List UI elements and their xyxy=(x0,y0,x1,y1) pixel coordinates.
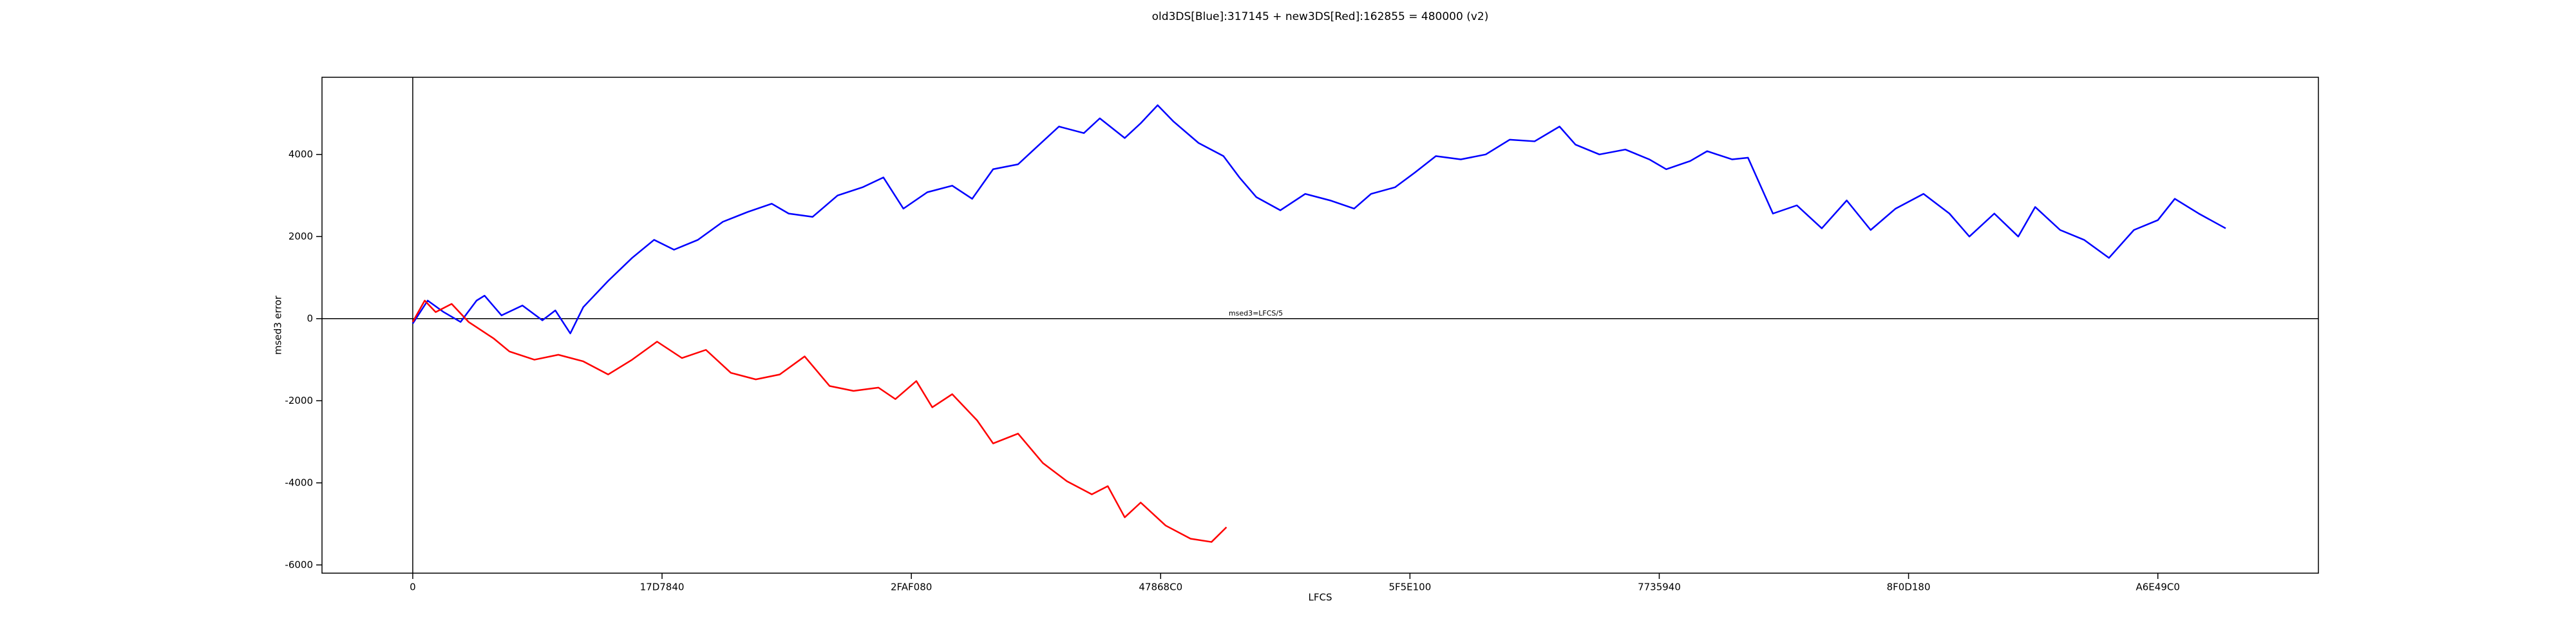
x-tick-label: 2FAF080 xyxy=(891,582,932,593)
plot-frame xyxy=(321,77,2319,574)
x-tick-label: 5F5E100 xyxy=(1388,582,1431,593)
y-tick-label: -4000 xyxy=(285,477,313,488)
series-line xyxy=(412,299,1227,543)
x-tick-label: 0 xyxy=(410,582,416,593)
series-line xyxy=(412,104,2226,334)
annotation: msed3=LFCS/5 xyxy=(1229,309,1283,317)
y-tick-label: -6000 xyxy=(285,559,313,571)
x-tick-label: 8F0D180 xyxy=(1887,582,1931,593)
y-tick-label: 2000 xyxy=(289,231,313,242)
x-tick-label: 7735940 xyxy=(1638,582,1681,593)
x-tick-label: 17D7840 xyxy=(640,582,685,593)
x-tick-label: 47868C0 xyxy=(1139,582,1182,593)
y-axis-label: msed3 error xyxy=(272,295,284,355)
y-tick-label: 0 xyxy=(307,312,313,324)
x-tick-label: A6E49C0 xyxy=(2136,582,2180,593)
y-tick-label: -2000 xyxy=(285,395,313,406)
y-tick-label: 4000 xyxy=(289,148,313,160)
x-axis-label: LFCS xyxy=(1309,592,1332,603)
chart-title: old3DS[Blue]:317145 + new3DS[Red]:162855… xyxy=(1152,10,1489,23)
